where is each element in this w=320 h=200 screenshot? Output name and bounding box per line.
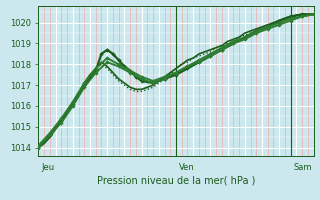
Text: Ven: Ven	[179, 163, 195, 172]
Text: Jeu: Jeu	[41, 163, 54, 172]
Text: Sam: Sam	[293, 163, 312, 172]
X-axis label: Pression niveau de la mer( hPa ): Pression niveau de la mer( hPa )	[97, 175, 255, 185]
